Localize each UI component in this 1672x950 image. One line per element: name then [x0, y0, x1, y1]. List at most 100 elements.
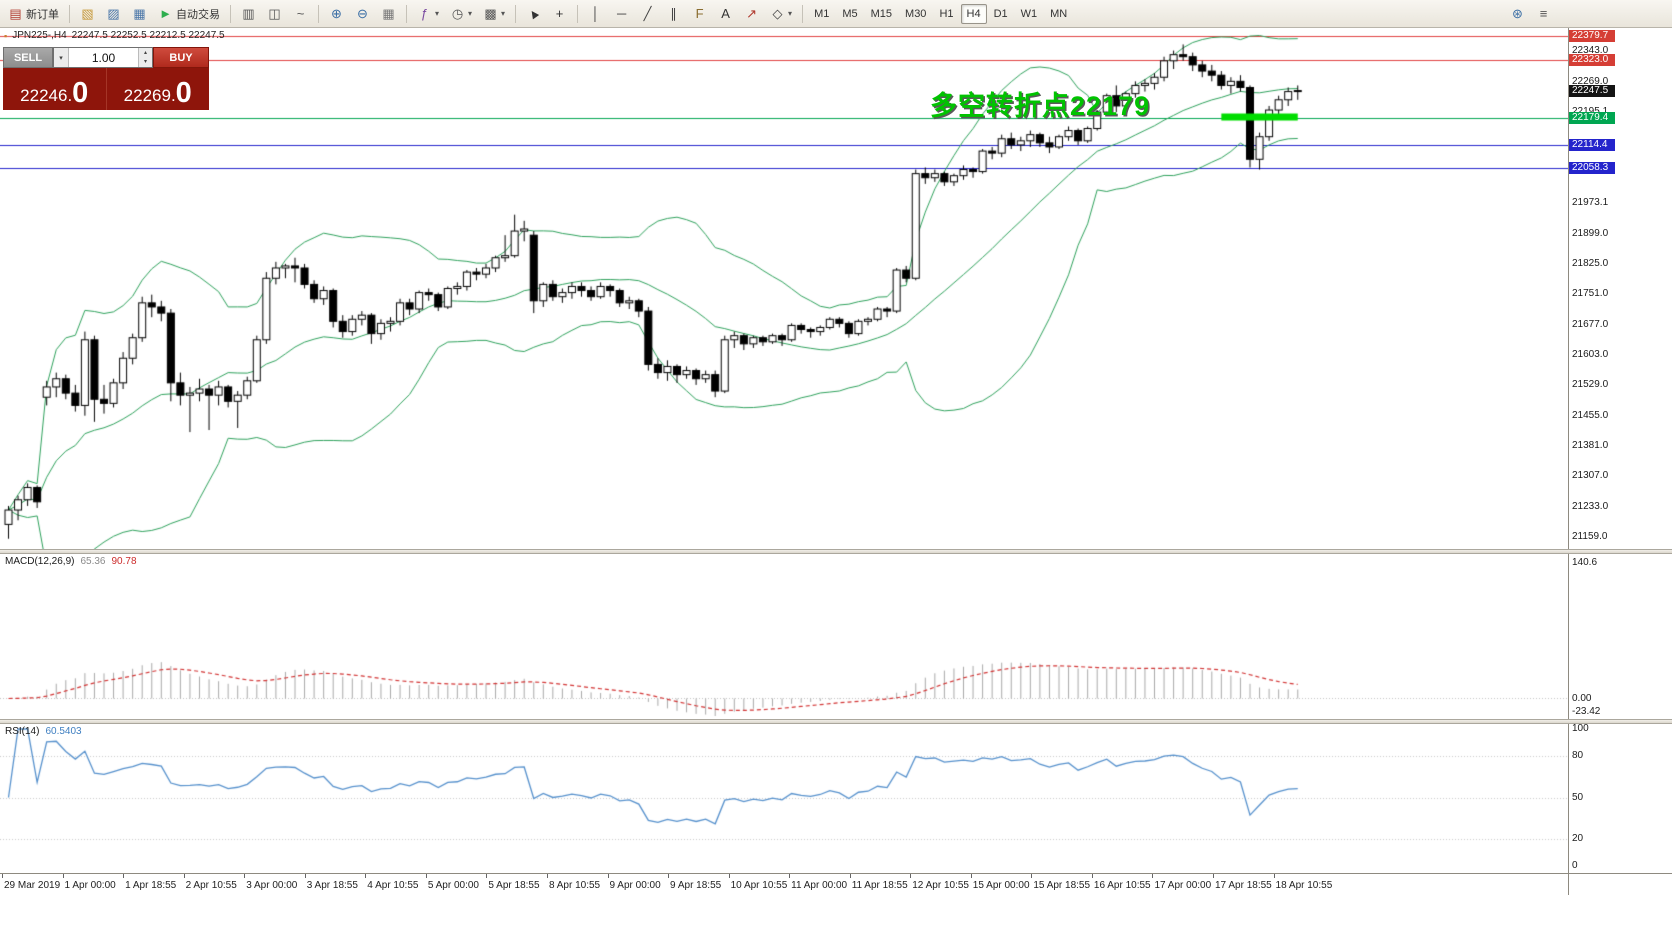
time-tick — [486, 874, 487, 878]
volume-input[interactable] — [69, 48, 138, 67]
axis-label: -23.42 — [1572, 706, 1601, 717]
channel-button[interactable]: ∥ — [661, 3, 686, 25]
timeframe-mn-button[interactable]: MN — [1044, 4, 1073, 24]
price-label-special: 22323.0 — [1569, 54, 1615, 66]
indicators-icon: ƒ — [420, 6, 429, 21]
quick-search-button[interactable]: ⊛ — [1505, 3, 1530, 25]
timeframe-m30-button[interactable]: M30 — [899, 4, 932, 24]
quick-search-icon: ⊛ — [1512, 5, 1523, 21]
indicators-button[interactable]: ƒ ▾ — [412, 3, 444, 25]
cursor-button[interactable]: ▲ — [521, 3, 546, 25]
fibonacci-button[interactable]: F — [687, 3, 712, 25]
timeframe-h4-label: H4 — [966, 7, 981, 20]
time-tick — [426, 874, 427, 878]
buy-button[interactable]: BUY — [153, 47, 209, 68]
toolbar-separator — [230, 4, 231, 23]
time-label: 18 Apr 10:55 — [1275, 880, 1333, 891]
line-chart-button[interactable]: ~ — [288, 3, 313, 25]
chevron-down-icon: ▾ — [435, 9, 440, 18]
autotrading-button[interactable]: ► 自动交易 — [153, 3, 225, 25]
timeframe-d1-button[interactable]: D1 — [988, 4, 1014, 24]
sell-button[interactable]: SELL — [3, 47, 53, 68]
time-label: 3 Apr 18:55 — [306, 880, 358, 891]
timeframe-h4-button[interactable]: H4 — [960, 3, 987, 24]
time-label: 8 Apr 10:55 — [548, 880, 601, 891]
axis-label: 100 — [1572, 724, 1589, 734]
time-tick — [1274, 874, 1275, 878]
shapes-button[interactable]: ◇ ▾ — [765, 3, 797, 25]
one-click-trade-panel: SELL ▾ ▴ ▾ BUY 22246.0 — [3, 47, 209, 110]
chart-window: ▪ JPN225-,H4 22247.5 22252.5 22212.5 222… — [0, 28, 1672, 950]
timeframe-m15-button[interactable]: M15 — [865, 4, 898, 24]
new-chart-button[interactable]: ▧ — [75, 3, 100, 25]
buy-price[interactable]: 22269. 0 — [105, 68, 210, 110]
rsi-label: RSI(14) — [5, 726, 40, 737]
timeframe-m1-button[interactable]: M1 — [808, 4, 835, 24]
time-label: 10 Apr 10:55 — [730, 880, 788, 891]
window-list-button[interactable]: ≡ — [1531, 3, 1556, 25]
time-label: 12 Apr 10:55 — [912, 880, 969, 891]
volume-up-button[interactable]: ▴ — [139, 48, 152, 58]
new-order-label: 新订单 — [26, 8, 59, 21]
autotrading-icon: ► — [159, 6, 172, 21]
arrow-tool-button[interactable]: ↗ — [739, 3, 764, 25]
buy-price-small: 22269. — [123, 86, 176, 106]
new-order-button[interactable]: ▤ 新订单 — [3, 3, 64, 25]
arrow-tool-icon: ↗ — [746, 5, 757, 21]
profiles-button[interactable]: ▨ — [101, 3, 126, 25]
templates-icon: ▩ — [484, 5, 497, 21]
zoom-out-button[interactable]: ⊖ — [350, 3, 375, 25]
timeframe-h1-button[interactable]: H1 — [933, 4, 959, 24]
timeframe-m5-button[interactable]: M5 — [836, 4, 863, 24]
profiles-icon: ▨ — [107, 5, 120, 21]
timeframe-d1-label: D1 — [993, 7, 1008, 20]
timeframe-w1-button[interactable]: W1 — [1015, 4, 1044, 24]
time-tick — [910, 874, 911, 878]
rsi-chart-surface — [0, 724, 1568, 873]
time-label: 17 Apr 18:55 — [1215, 880, 1272, 891]
timeframe-w1-label: W1 — [1020, 7, 1038, 20]
axis-label: 21529.0 — [1572, 379, 1609, 390]
toolbar-separator — [577, 4, 579, 23]
periods-icon: ◷ — [451, 5, 464, 21]
chevron-down-icon: ▾ — [788, 9, 793, 18]
sell-price[interactable]: 22246. 0 — [3, 68, 106, 110]
periods-button[interactable]: ◷ ▾ — [445, 3, 477, 25]
crosshair-button[interactable]: + — [547, 3, 572, 25]
chevron-down-icon: ▾ — [468, 9, 473, 18]
price-chart-surface[interactable] — [0, 28, 1568, 549]
volume-down-button[interactable]: ▾ — [139, 57, 152, 67]
time-tick — [123, 874, 124, 878]
horizontal-line-button[interactable]: ─ — [609, 3, 634, 25]
panel-splitter[interactable] — [0, 719, 1672, 724]
time-label: 1 Apr 18:55 — [125, 880, 177, 891]
candlestick-button[interactable]: ◫ — [262, 3, 287, 25]
macd-main-value: 65.36 — [80, 556, 106, 567]
price-label-special: 22058.3 — [1569, 162, 1615, 174]
toolbar-separator — [69, 4, 70, 23]
axis-label: 22269.0 — [1572, 76, 1609, 87]
axis-label: 21381.0 — [1572, 440, 1609, 451]
vertical-line-button[interactable]: │ — [583, 3, 608, 25]
time-axis: 29 Mar 2019 1 Apr 00:00 1 Apr 18:55 2 Apr 1… — [0, 873, 1568, 895]
market-watch-button[interactable]: ▦ — [127, 3, 152, 25]
toolbar-separator — [515, 4, 517, 23]
trendline-button[interactable]: ╱ — [635, 3, 660, 25]
time-tick — [1031, 874, 1032, 878]
text-tool-button[interactable]: A — [713, 3, 738, 25]
templates-button[interactable]: ▩ ▾ — [478, 3, 510, 25]
chart-window-icon: ▪ — [4, 30, 8, 41]
sell-price-small: 22246. — [20, 86, 73, 106]
volume-dropdown-button[interactable]: ▾ — [54, 48, 69, 67]
panel-splitter[interactable] — [0, 549, 1672, 554]
market-watch-icon: ▦ — [133, 5, 146, 21]
time-tick — [608, 874, 609, 878]
text-tool-icon: A — [721, 6, 730, 21]
new-order-icon: ▤ — [9, 5, 22, 21]
tile-windows-button[interactable]: ▦ — [376, 3, 401, 25]
bar-chart-button[interactable]: ▥ — [236, 3, 261, 25]
time-label: 5 Apr 00:00 — [427, 880, 479, 891]
zoom-in-button[interactable]: ⊕ — [324, 3, 349, 25]
price-axis: 22343.0 22269.0 22195.1 21973.1 21899.0 21825… — [1568, 28, 1672, 549]
